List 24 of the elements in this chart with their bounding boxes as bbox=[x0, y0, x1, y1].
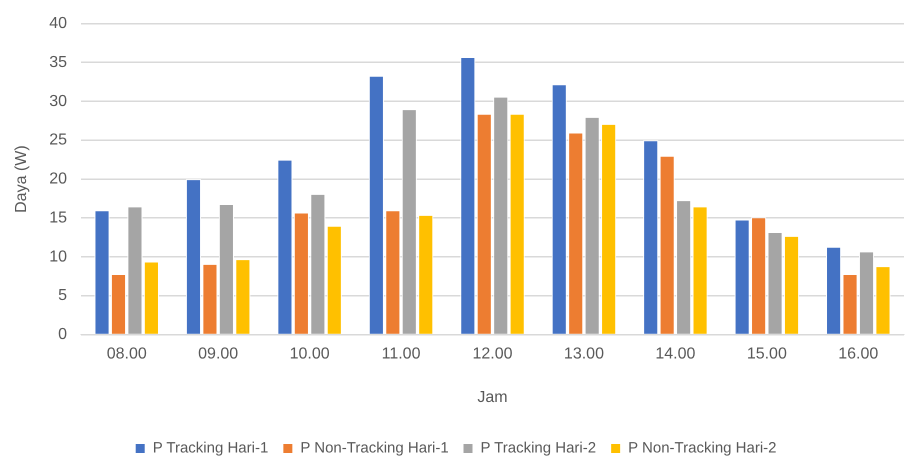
x-tick-label: 09.00 bbox=[198, 346, 238, 363]
x-tick-label: 12.00 bbox=[472, 346, 513, 363]
y-tick-label: 0 bbox=[58, 326, 68, 344]
x-tick-label: 10.00 bbox=[290, 346, 330, 363]
y-axis-title: Daya (W) bbox=[13, 145, 30, 213]
y-tick-label: 25 bbox=[49, 132, 68, 149]
y-tick-label: 5 bbox=[58, 287, 68, 304]
y-tick-label: 30 bbox=[49, 92, 68, 110]
y-tick-label: 15 bbox=[49, 209, 68, 226]
y-tick-label: 10 bbox=[49, 248, 68, 266]
legend-label: P Tracking Hari-2 bbox=[480, 440, 596, 457]
x-tick-label: 15.00 bbox=[746, 346, 787, 363]
x-tick-label: 13.00 bbox=[564, 346, 604, 363]
x-tick-label: 14.00 bbox=[655, 346, 696, 363]
x-tick-label: 08.00 bbox=[106, 346, 147, 363]
legend-label: P Non-Tracking Hari-2 bbox=[628, 440, 777, 457]
x-tick-label: 16.00 bbox=[838, 346, 878, 363]
y-tick-label: 35 bbox=[49, 54, 68, 71]
legend-label: P Non-Tracking Hari-1 bbox=[300, 440, 449, 457]
y-tick-label: 20 bbox=[49, 170, 68, 188]
x-axis-title: Jam bbox=[477, 388, 508, 406]
x-tick-label: 11.00 bbox=[382, 346, 421, 363]
legend-label: P Tracking Hari-1 bbox=[152, 440, 268, 457]
y-tick-label: 40 bbox=[49, 15, 68, 32]
